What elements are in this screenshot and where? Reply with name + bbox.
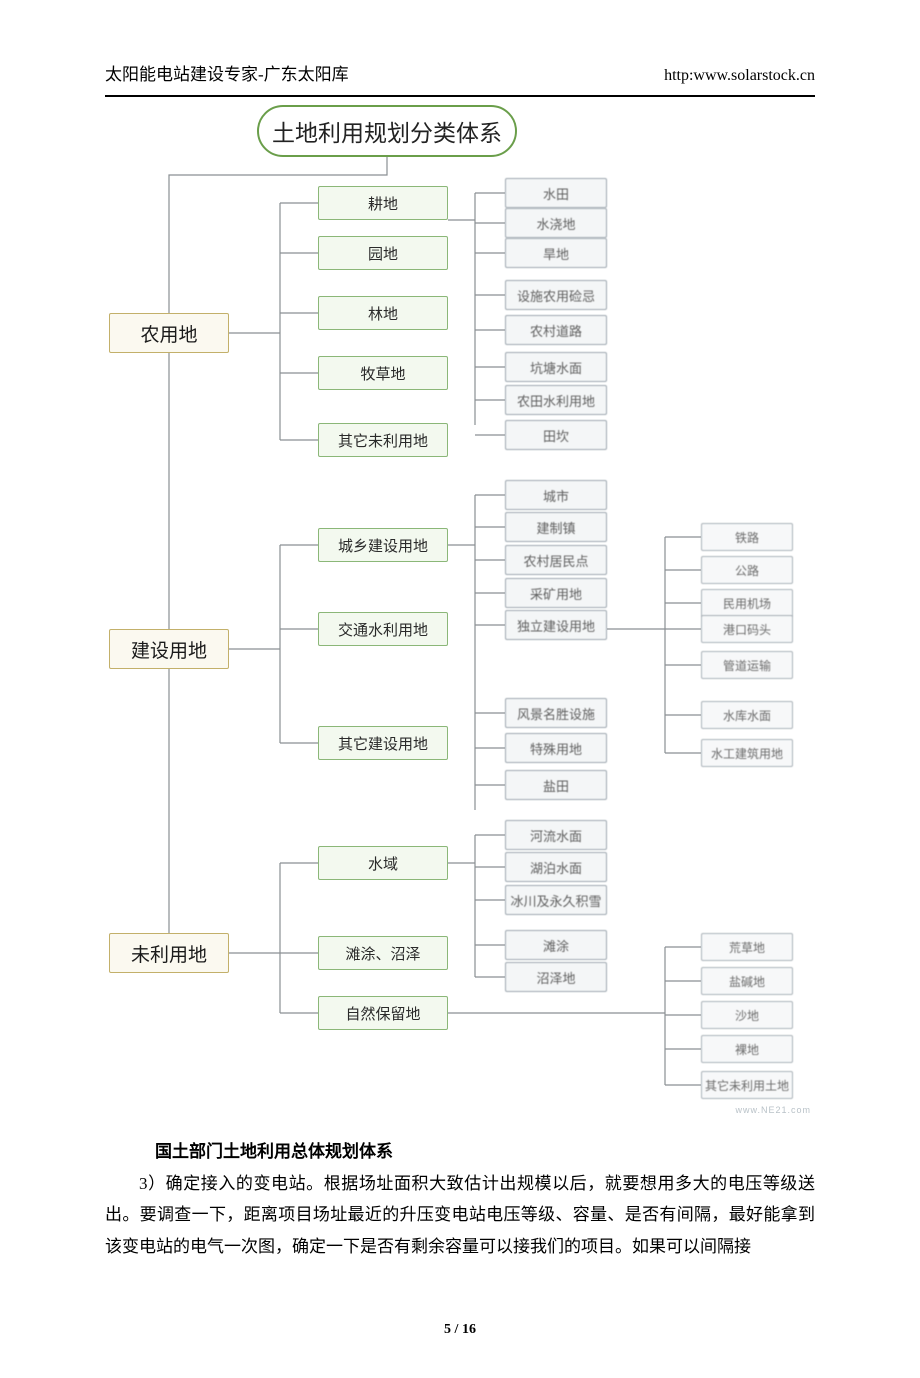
node-lvl2: 林地 [318, 296, 448, 330]
node-lvl1-constr: 建设用地 [109, 629, 229, 669]
node-lvl4: 铁路 [701, 523, 793, 551]
diagram-watermark: www.NE21.com [735, 1105, 811, 1115]
node-lvl3: 风景名胜设施 [505, 698, 607, 728]
header-rule [105, 95, 815, 97]
node-lvl2: 牧草地 [318, 356, 448, 390]
page-current: 5 [444, 1322, 451, 1337]
body-paragraph: 3）确定接入的变电站。根据场址面积大致估计出规模以后，就要想用多大的电压等级送出… [105, 1168, 815, 1262]
node-lvl2: 其它未利用地 [318, 423, 448, 457]
node-lvl2: 耕地 [318, 186, 448, 220]
node-lvl4: 其它未利用土地 [701, 1071, 793, 1099]
node-lvl3: 农村道路 [505, 315, 607, 345]
node-lvl3: 盐田 [505, 770, 607, 800]
node-lvl4: 沙地 [701, 1001, 793, 1029]
diagram-title: 土地利用规划分类体系 [257, 105, 517, 157]
node-lvl3: 独立建设用地 [505, 610, 607, 640]
node-lvl3: 城市 [505, 480, 607, 510]
node-lvl1-agri: 农用地 [109, 313, 229, 353]
node-lvl3: 滩涂 [505, 930, 607, 960]
page-total: 16 [462, 1322, 476, 1337]
node-lvl3: 河流水面 [505, 820, 607, 850]
node-lvl4: 管道运输 [701, 651, 793, 679]
node-lvl2: 水域 [318, 846, 448, 880]
node-lvl3: 水浇地 [505, 208, 607, 238]
node-lvl2: 交通水利用地 [318, 612, 448, 646]
node-lvl3: 建制镇 [505, 512, 607, 542]
node-lvl4: 水工建筑用地 [701, 739, 793, 767]
node-lvl3: 农田水利用地 [505, 385, 607, 415]
node-lvl4: 裸地 [701, 1035, 793, 1063]
node-lvl4: 民用机场 [701, 589, 793, 617]
section-title: 国土部门土地利用总体规划体系 [155, 1137, 815, 1162]
page-sep: / [451, 1322, 462, 1337]
land-use-diagram: 土地利用规划分类体系 农用地 建设用地 未利用地 耕地 园地 林地 牧草地 其它… [105, 105, 815, 1115]
node-lvl3: 农村居民点 [505, 545, 607, 575]
node-lvl4: 公路 [701, 556, 793, 584]
node-lvl3: 冰川及永久积雪 [505, 885, 607, 915]
node-lvl3: 旱地 [505, 238, 607, 268]
node-lvl3: 特殊用地 [505, 733, 607, 763]
node-lvl4: 港口码头 [701, 615, 793, 643]
page-footer: 5 / 16 [105, 1322, 815, 1338]
node-lvl3: 田坎 [505, 420, 607, 450]
node-lvl3: 水田 [505, 178, 607, 208]
node-lvl2: 滩涂、沼泽 [318, 936, 448, 970]
node-lvl2: 园地 [318, 236, 448, 270]
header-url: http:www.solarstock.cn [664, 67, 815, 85]
node-lvl2: 城乡建设用地 [318, 528, 448, 562]
node-lvl2: 其它建设用地 [318, 726, 448, 760]
node-lvl4: 荒草地 [701, 933, 793, 961]
node-lvl3: 采矿用地 [505, 578, 607, 608]
header-left: 太阳能电站建设专家-广东太阳库 [105, 60, 349, 85]
node-lvl1-unused: 未利用地 [109, 933, 229, 973]
node-lvl3: 沼泽地 [505, 962, 607, 992]
node-lvl3: 坑塘水面 [505, 352, 607, 382]
node-lvl4: 水库水面 [701, 701, 793, 729]
node-lvl2: 自然保留地 [318, 996, 448, 1030]
node-lvl4: 盐碱地 [701, 967, 793, 995]
node-lvl3: 设施农用硷忌 [505, 280, 607, 310]
node-lvl3: 湖泊水面 [505, 852, 607, 882]
